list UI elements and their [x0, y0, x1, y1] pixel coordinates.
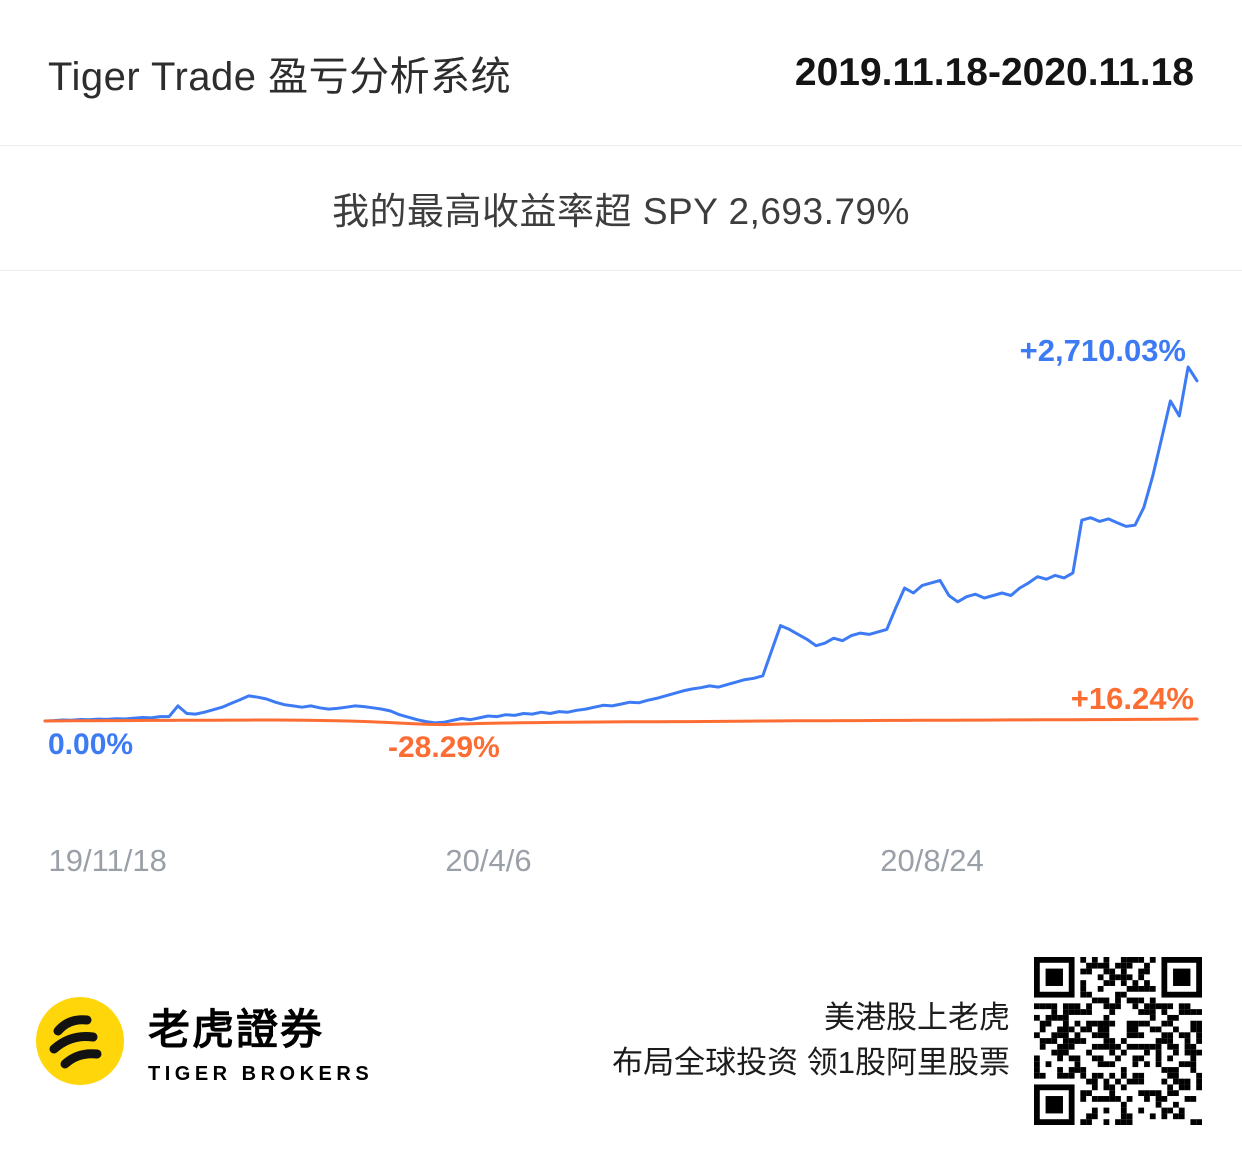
qr-code	[1034, 956, 1202, 1125]
subtitle-band: 我的最高收益率超 SPY 2,693.79%	[0, 146, 1242, 270]
divider-top	[0, 145, 1242, 146]
benchmark-min-label: -28.29%	[388, 731, 500, 764]
promo-text: 美港股上老虎 布局全球投资 领1股阿里股票	[612, 996, 1010, 1086]
footer: 老虎證券 TIGER BROKERS 美港股上老虎 布局全球投资 领1股阿里股票	[0, 911, 1242, 1170]
app-title: Tiger Trade 盈亏分析系统	[48, 54, 512, 99]
promo-line-1: 美港股上老虎	[824, 999, 1010, 1035]
brand-name-cn: 老虎證券	[148, 1005, 325, 1053]
brand-name-en: TIGER BROKERS	[148, 1062, 374, 1085]
x-axis-label: 19/11/18	[49, 843, 167, 878]
tiger-brokers-logo-icon	[36, 996, 124, 1085]
portfolio-line	[43, 365, 1199, 725]
chart-area: 19/11/18 20/4/6 20/8/24 0.00% -28.29% +2,7…	[0, 271, 1242, 911]
header: Tiger Trade 盈亏分析系统 2019.11.18-2020.11.18	[0, 0, 1242, 145]
promo-line-2: 布局全球投资 领1股阿里股票	[612, 1044, 1010, 1080]
benchmark-end-label: +16.24%	[1071, 681, 1194, 716]
portfolio-end-label: +2,710.03%	[1020, 333, 1186, 368]
portfolio-start-label: 0.00%	[48, 728, 133, 761]
benchmark-line	[43, 717, 1199, 727]
brand-block: 老虎證券 TIGER BROKERS	[34, 995, 373, 1087]
x-axis-label: 20/4/6	[445, 843, 531, 878]
headline: 我的最高收益率超 SPY 2,693.79%	[332, 191, 910, 232]
x-axis-label: 20/8/24	[880, 843, 983, 878]
date-range: 2019.11.18-2020.11.18	[794, 50, 1194, 94]
performance-chart: 19/11/18 20/4/6 20/8/24 0.00% -28.29% +2,7…	[43, 333, 1199, 878]
divider-subtitle	[0, 270, 1242, 271]
